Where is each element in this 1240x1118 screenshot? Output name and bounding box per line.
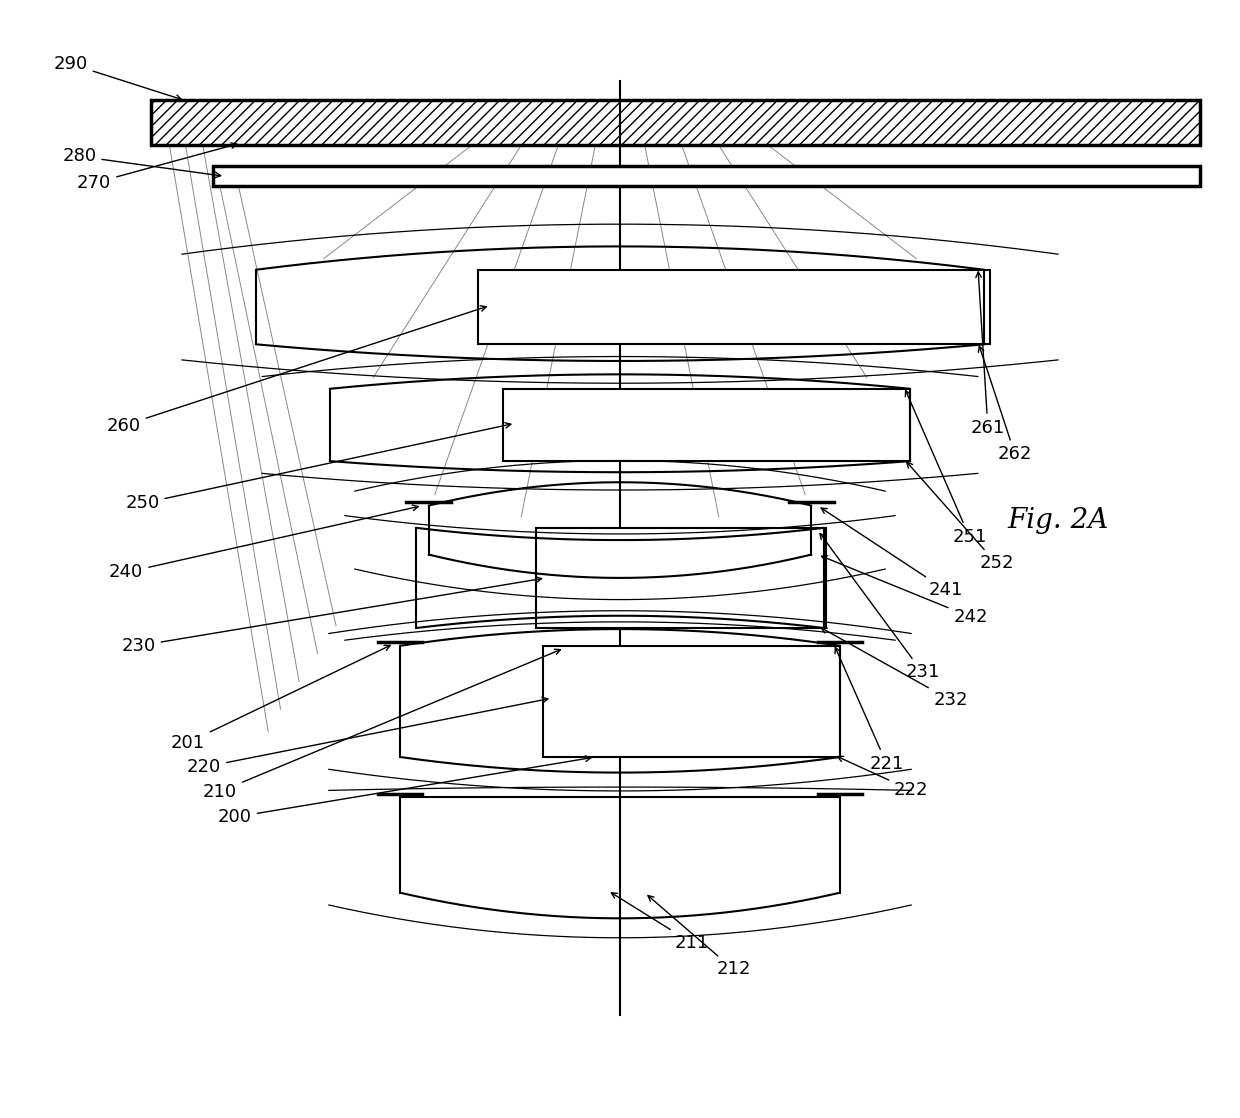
Text: 250: 250 <box>125 423 511 512</box>
Text: 261: 261 <box>971 272 1004 437</box>
Text: 270: 270 <box>77 143 237 192</box>
Text: 201: 201 <box>171 645 391 751</box>
Bar <box>151 100 1200 145</box>
Text: 231: 231 <box>820 533 940 682</box>
Text: 212: 212 <box>649 896 750 978</box>
Text: 221: 221 <box>835 647 904 773</box>
Text: 251: 251 <box>905 390 987 546</box>
Text: 200: 200 <box>218 756 591 826</box>
Text: 252: 252 <box>906 462 1014 572</box>
Text: Fig. 2A: Fig. 2A <box>1008 506 1109 533</box>
Text: 220: 220 <box>187 698 548 776</box>
Text: 210: 210 <box>203 650 560 800</box>
Text: 290: 290 <box>53 55 181 101</box>
Text: 240: 240 <box>109 505 418 581</box>
Bar <box>536 528 826 628</box>
Bar <box>502 389 910 461</box>
Text: 222: 222 <box>837 757 929 799</box>
Bar <box>151 100 1200 145</box>
Text: 262: 262 <box>978 347 1032 464</box>
Text: 230: 230 <box>122 577 542 655</box>
Text: 260: 260 <box>107 306 486 435</box>
Text: 241: 241 <box>821 508 963 599</box>
Bar <box>543 646 839 757</box>
Text: 280: 280 <box>62 148 221 178</box>
Text: 211: 211 <box>611 893 709 951</box>
Bar <box>479 269 991 344</box>
Text: 232: 232 <box>821 628 968 709</box>
Text: 242: 242 <box>822 556 988 626</box>
Bar <box>212 167 1200 187</box>
